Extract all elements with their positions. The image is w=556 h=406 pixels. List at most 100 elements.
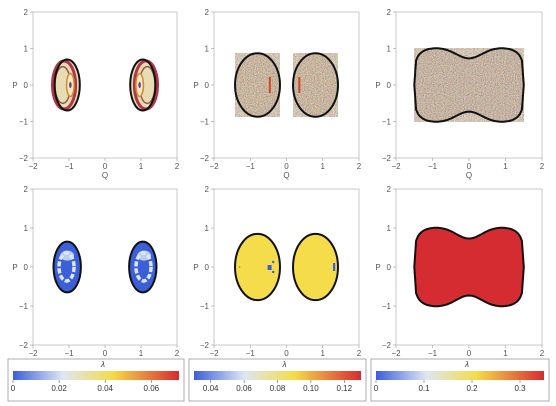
- colorbar-tick-label: 0.1: [418, 384, 430, 393]
- x-tick-label: 2: [540, 349, 545, 358]
- region-outline: [413, 226, 525, 308]
- y-tick-label: −1: [200, 302, 210, 311]
- x-tick-label: 1: [321, 162, 326, 171]
- y-tick-label: −2: [382, 341, 392, 350]
- region-oval: [293, 233, 338, 301]
- colorbar-tick-label: 0: [11, 384, 16, 393]
- colorbar-tick-label: 0.02: [51, 384, 67, 393]
- x-tick-label: 2: [175, 349, 180, 358]
- x-tick-label: 1: [139, 349, 144, 358]
- lambda-dot: [267, 265, 272, 270]
- colorbar-label: λ: [100, 360, 105, 369]
- y-tick-label: 2: [205, 8, 210, 17]
- lambda-dot: [272, 270, 275, 274]
- noise-texture: [235, 53, 280, 117]
- x-tick-label: 0: [103, 162, 108, 171]
- x-tick-label: −2: [28, 162, 38, 171]
- x-tick-label: −1: [64, 162, 74, 171]
- colorbar-tick-label: 0.2: [466, 384, 478, 393]
- region-outline: [52, 240, 82, 294]
- panel-row1-col1: −2 −1 0 1 2 2 1 0 −1 −2 Q P: [12, 8, 179, 180]
- region-outline: [129, 58, 157, 112]
- y-tick-label: 0: [205, 263, 210, 272]
- region-oval: [235, 233, 280, 301]
- colorbar-tick-label: 0.10: [303, 384, 319, 393]
- colorbar-gradient: [13, 371, 179, 380]
- y-axis-label: P: [375, 263, 380, 272]
- x-tick-label: 1: [503, 349, 508, 358]
- x-tick-label: 2: [175, 162, 180, 171]
- region-outline: [234, 232, 281, 302]
- y-tick-label: −1: [19, 118, 29, 127]
- x-axis-label: Q: [466, 171, 472, 180]
- y-axis-label: P: [12, 81, 17, 90]
- y-tick-label: 2: [24, 8, 29, 17]
- x-tick-label: −1: [64, 349, 74, 358]
- lambda-dot: [238, 266, 241, 268]
- colorbar-gradient: [194, 371, 361, 380]
- region-outline: [128, 240, 158, 294]
- y-tick-label: −1: [200, 118, 210, 127]
- colorbar-tick-label: 0.04: [203, 384, 219, 393]
- panel-row1-col2: −2 −1 0 1 2 2 1 0 −1 −2 Q P: [193, 8, 361, 180]
- y-tick-label: 1: [205, 45, 210, 54]
- x-tick-label: −2: [391, 162, 401, 171]
- x-tick-label: −1: [246, 162, 256, 171]
- x-tick-label: 2: [357, 349, 362, 358]
- x-axis-label: Q: [102, 171, 108, 180]
- x-tick-label: 0: [467, 162, 472, 171]
- colorbar-tick-label: 0.08: [270, 384, 286, 393]
- x-tick-label: 0: [284, 162, 289, 171]
- y-tick-label: −2: [19, 154, 29, 163]
- x-tick-label: −1: [246, 349, 256, 358]
- y-tick-label: −1: [382, 118, 392, 127]
- region-outline: [53, 58, 81, 112]
- y-axis-label: P: [375, 81, 380, 90]
- y-tick-label: 2: [387, 8, 392, 17]
- y-tick-label: 1: [387, 45, 392, 54]
- region-outline: [413, 47, 525, 123]
- y-tick-label: −1: [382, 302, 392, 311]
- y-axis-label: P: [193, 81, 198, 90]
- colorbar-tick-label: 0.3: [514, 384, 526, 393]
- colorbar-tick-label: 0: [374, 384, 379, 393]
- x-tick-label: −2: [209, 349, 219, 358]
- y-tick-label: 0: [24, 263, 29, 272]
- y-tick-label: 0: [387, 81, 392, 90]
- y-tick-label: −2: [200, 154, 210, 163]
- x-tick-label: −2: [28, 349, 38, 358]
- lambda-dot: [333, 263, 336, 271]
- y-tick-label: 2: [387, 185, 392, 194]
- y-tick-label: −1: [19, 302, 29, 311]
- x-tick-label: 2: [540, 162, 545, 171]
- y-axis-label: P: [12, 263, 17, 272]
- region-outline: [292, 52, 339, 118]
- y-tick-label: 0: [24, 81, 29, 90]
- region-peanut: [414, 227, 524, 307]
- y-tick-label: 1: [24, 224, 29, 233]
- y-tick-label: 1: [24, 45, 29, 54]
- colorbar-label: λ: [464, 360, 469, 369]
- y-tick-label: 2: [24, 185, 29, 194]
- y-tick-label: −2: [382, 154, 392, 163]
- x-tick-label: −1: [428, 162, 438, 171]
- x-axis-label: Q: [283, 171, 289, 180]
- x-tick-label: 0: [467, 349, 472, 358]
- ring-center: [138, 81, 141, 89]
- x-tick-label: −2: [391, 349, 401, 358]
- y-tick-label: 0: [205, 81, 210, 90]
- colorbar-tick-label: 0.04: [97, 384, 113, 393]
- x-tick-label: 2: [357, 162, 362, 171]
- lambda-dot: [272, 260, 275, 264]
- y-tick-label: 0: [387, 263, 392, 272]
- noise-texture: [293, 53, 338, 117]
- colorbar-tick-label: 0.12: [337, 384, 353, 393]
- colorbar-tick-label: 0.06: [144, 384, 160, 393]
- colorbar-tick-label: 0.06: [236, 384, 252, 393]
- x-tick-label: 1: [139, 162, 144, 171]
- lambda-patch: [60, 250, 75, 261]
- x-tick-label: 0: [284, 349, 289, 358]
- noise-texture: [414, 48, 524, 122]
